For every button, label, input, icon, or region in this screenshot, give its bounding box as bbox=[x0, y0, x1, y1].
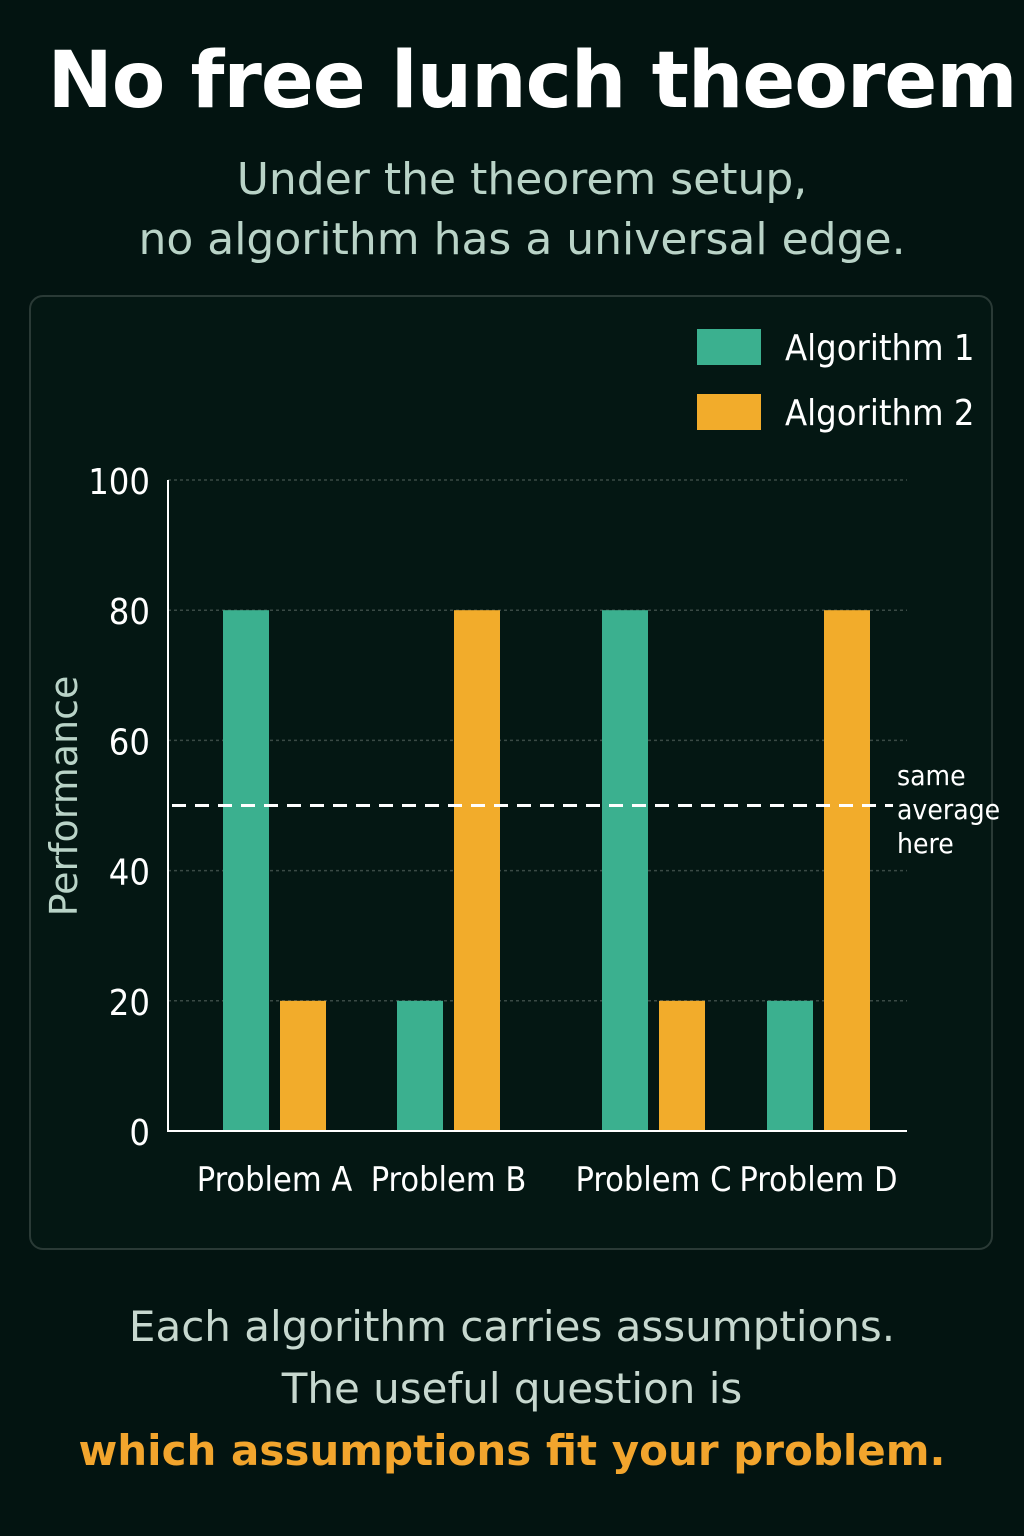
bar-algorithm-2-problem-c bbox=[659, 1000, 705, 1131]
footer-line-1: Each algorithm carries assumptions. bbox=[128, 1302, 896, 1351]
bar-algorithm-1-problem-d bbox=[767, 1000, 813, 1131]
legend-swatch-algorithm-2 bbox=[697, 394, 761, 430]
average-reference-label: average bbox=[897, 793, 1000, 826]
y-tick-label: 60 bbox=[109, 722, 150, 763]
footer-line-2: The useful question is bbox=[281, 1364, 743, 1413]
legend-swatch-algorithm-1 bbox=[697, 329, 761, 365]
y-tick-label: 80 bbox=[109, 592, 150, 633]
x-tick-label: Problem A bbox=[197, 1160, 353, 1200]
x-tick-label: Problem C bbox=[575, 1160, 731, 1200]
bar-algorithm-2-problem-b bbox=[454, 610, 500, 1131]
legend-label: Algorithm 1 bbox=[785, 328, 975, 369]
bar-algorithm-2-problem-d bbox=[824, 610, 870, 1131]
footer-highlight-line: which assumptions fit your problem. bbox=[78, 1426, 946, 1475]
y-tick-label: 0 bbox=[129, 1113, 150, 1154]
y-axis-label: Performance bbox=[42, 676, 86, 917]
y-tick-label: 20 bbox=[109, 983, 150, 1024]
bar-algorithm-1-problem-b bbox=[397, 1000, 443, 1131]
x-tick-label: Problem B bbox=[371, 1160, 527, 1200]
page-subtitle: Under the theorem setup, no algorithm ha… bbox=[0, 150, 1024, 270]
subtitle-line-2: no algorithm has a universal edge. bbox=[138, 214, 906, 265]
x-tick-label: Problem D bbox=[739, 1160, 897, 1200]
legend-label: Algorithm 2 bbox=[785, 393, 975, 434]
page-title: No free lunch theorem bbox=[47, 36, 1017, 126]
average-reference-label: same bbox=[897, 759, 966, 792]
bar-algorithm-1-problem-a bbox=[223, 610, 269, 1131]
y-tick-label: 40 bbox=[109, 853, 150, 894]
footer-text: Each algorithm carries assumptions. The … bbox=[0, 1296, 1024, 1482]
bar-algorithm-1-problem-c bbox=[602, 610, 648, 1131]
average-reference-label: here bbox=[897, 827, 954, 860]
y-tick-label: 100 bbox=[88, 462, 150, 503]
bar-algorithm-2-problem-a bbox=[280, 1000, 326, 1131]
subtitle-line-1: Under the theorem setup, bbox=[236, 154, 808, 205]
